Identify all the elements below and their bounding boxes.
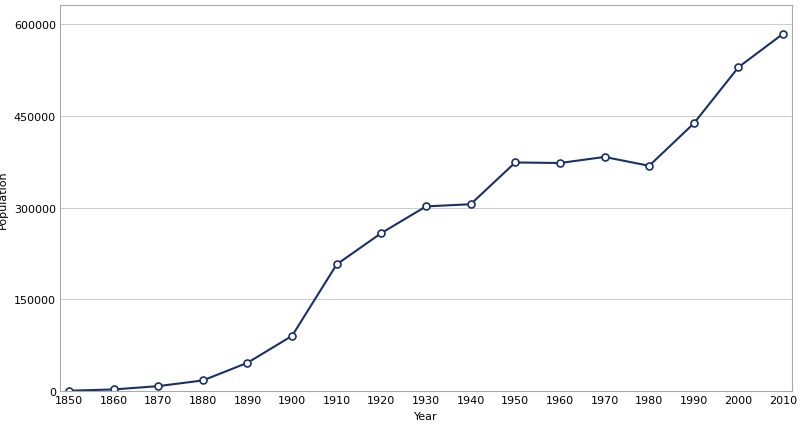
- X-axis label: Year: Year: [414, 411, 438, 421]
- Y-axis label: Population: Population: [0, 169, 8, 228]
